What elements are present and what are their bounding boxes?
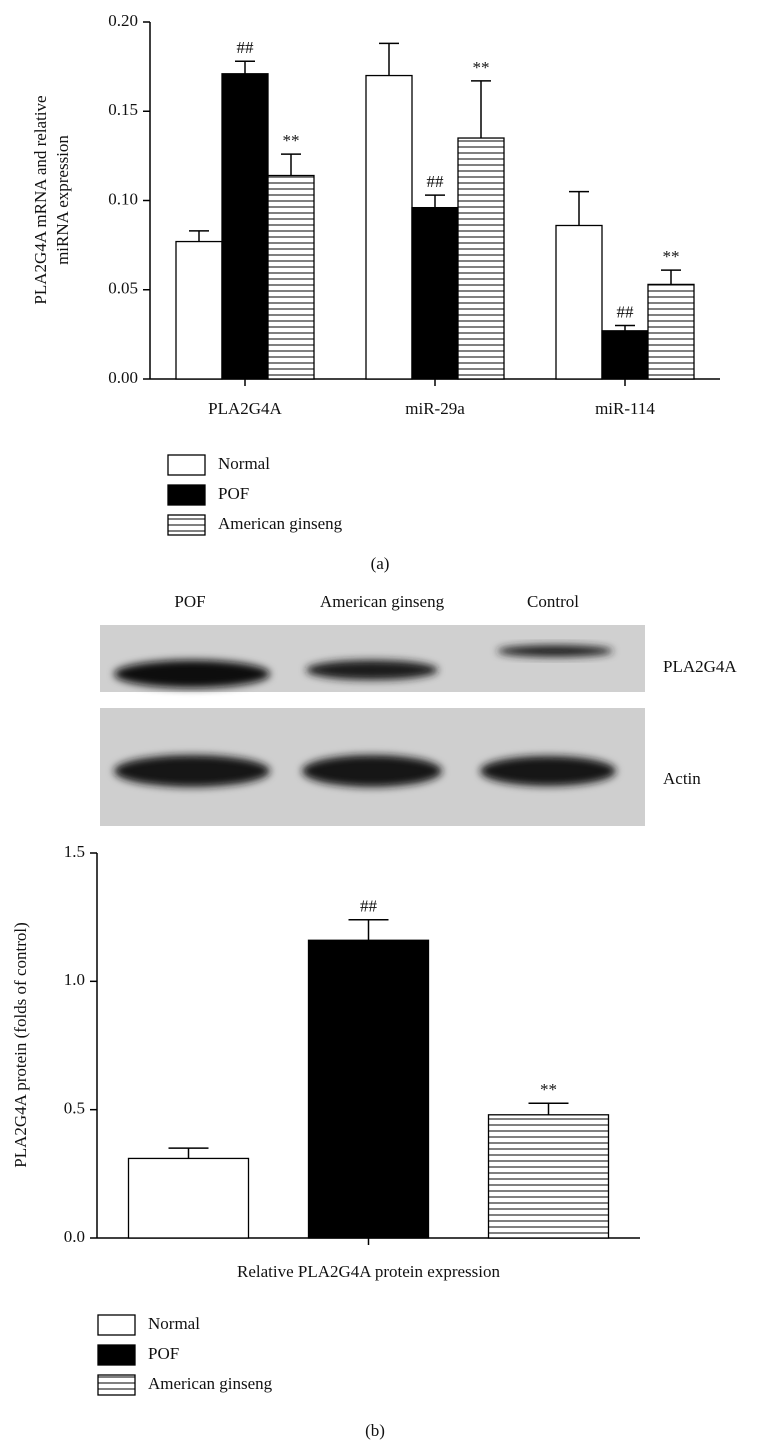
band [306,660,438,680]
legend-swatch [167,454,206,476]
significance-label: ** [473,58,490,77]
band [480,756,616,786]
legend-label: American ginseng [218,514,343,533]
y-tick-label: 0.05 [108,279,138,298]
x-tick-label: PLA2G4A [208,399,282,418]
legend-swatch [97,1314,136,1336]
x-tick-label: miR-114 [595,399,655,418]
bar [267,174,315,380]
x-axis-label: Relative PLA2G4A protein expression [237,1262,500,1281]
bar [555,224,603,380]
significance-label: ## [617,302,635,321]
bar [365,74,413,380]
bar [127,1157,250,1239]
significance-label: ** [663,247,680,266]
bar [647,283,695,380]
lane-label: Control [527,592,579,611]
significance-label: ** [283,131,300,150]
bar [175,240,223,380]
y-tick-label: 0.00 [108,368,138,387]
y-axis-label: PLA2G4A mRNA and relative [31,95,50,304]
x-tick-label: miR-29a [405,399,465,418]
band [497,645,613,657]
y-axis-label: miRNA expression [53,135,72,265]
y-axis-label: PLA2G4A protein (folds of control) [11,922,30,1168]
legend-swatch [97,1374,136,1396]
lane-label: POF [174,592,205,611]
bar [601,330,649,380]
legend-swatch [97,1344,136,1366]
bar [307,939,430,1239]
legend-label: POF [218,484,249,503]
caption: (a) [371,554,390,573]
legend-label: Normal [218,454,270,473]
y-tick-label: 0.5 [64,1099,85,1118]
y-tick-label: 0.10 [108,189,138,208]
caption: (b) [365,1421,385,1440]
y-tick-label: 0.0 [64,1227,85,1246]
y-tick-label: 0.20 [108,11,138,30]
row-label: PLA2G4A [663,657,737,676]
row-label: Actin [663,769,701,788]
y-tick-label: 1.5 [64,842,85,861]
western-blot: POF American ginseng Control PLA2G4A Act… [100,592,737,826]
bar [411,206,459,380]
band [114,755,270,787]
y-tick-label: 0.15 [108,100,138,119]
bar [487,1114,610,1239]
significance-label: ## [427,172,445,191]
legend-label: POF [148,1344,179,1363]
legend-swatch [167,484,206,506]
legend-swatch [167,514,206,536]
band [114,660,270,688]
bar [457,137,505,380]
legend-label: American ginseng [148,1374,273,1393]
band [302,755,442,787]
y-tick-label: 1.0 [64,970,85,989]
bar [221,73,269,380]
significance-label: ## [360,897,378,916]
significance-label: ## [237,38,255,57]
lane-label: American ginseng [320,592,445,611]
legend-label: Normal [148,1314,200,1333]
significance-label: ** [540,1080,557,1099]
